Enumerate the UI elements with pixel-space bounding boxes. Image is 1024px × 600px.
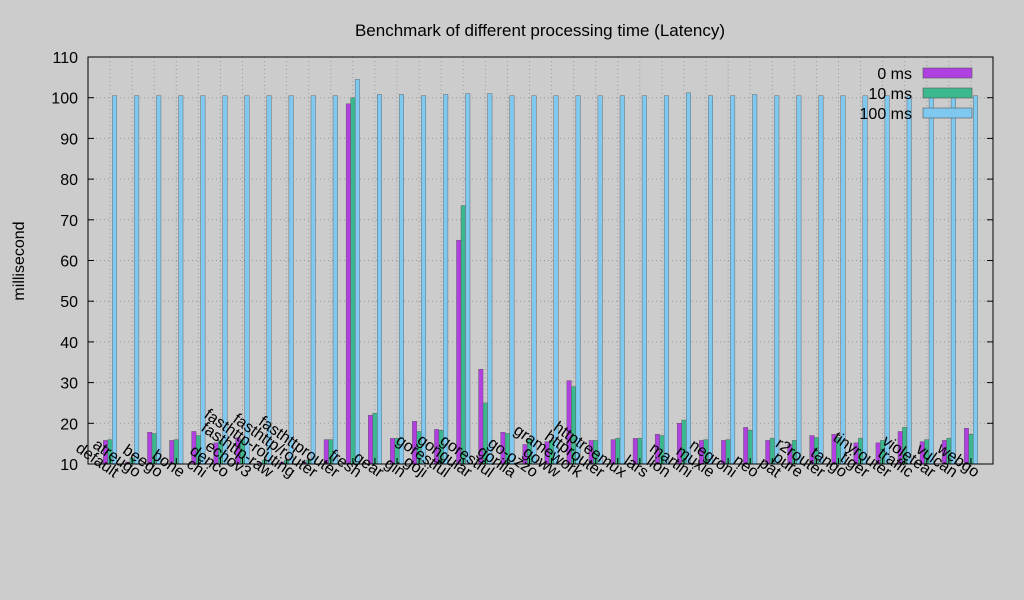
bar-0ms-16: [456, 239, 462, 465]
bar-100ms-34: [862, 95, 868, 465]
bar-10ms-12: [372, 412, 378, 465]
bar-100ms-38: [950, 95, 956, 465]
bar-100ms-35: [884, 95, 890, 465]
bar-100ms-22: [597, 95, 603, 465]
bar-100ms-15: [443, 94, 449, 465]
y-tick-label: 10: [60, 457, 78, 474]
bars: [103, 79, 978, 465]
bar-100ms-18: [509, 95, 515, 465]
bar-100ms-21: [575, 95, 581, 465]
bar-100ms-24: [641, 95, 647, 465]
bar-100ms-32: [818, 95, 824, 465]
bar-100ms-27: [708, 95, 713, 465]
legend-swatch: [922, 67, 973, 79]
bar-100ms-12: [377, 94, 382, 465]
bar-100ms-20: [553, 95, 559, 465]
bar-100ms-39: [972, 95, 978, 465]
bar-100ms-16: [465, 93, 471, 465]
legend-label: 0 ms: [877, 66, 912, 83]
bar-0ms-11: [345, 103, 351, 465]
bar-100ms-0: [112, 95, 118, 465]
bar-100ms-23: [619, 95, 625, 465]
legend-swatch: [922, 87, 973, 99]
legend-label: 10 ms: [868, 86, 912, 103]
y-tick-label: 90: [60, 131, 78, 148]
y-tick-label: 110: [52, 50, 78, 67]
y-tick-label: 70: [60, 213, 78, 230]
x-tick-labels: defaultatreugobeegobonechidencoechov3fas…: [72, 406, 982, 482]
bar-100ms-17: [487, 93, 493, 465]
y-tick-labels: 10 20 30 40 50 60 70 80 90 100 110: [51, 50, 993, 474]
bar-100ms-2: [156, 95, 162, 465]
bar-100ms-5: [222, 95, 228, 465]
y-tick-label: 40: [60, 335, 78, 352]
bar-100ms-30: [774, 95, 780, 465]
y-tick-label: 80: [60, 172, 78, 189]
bar-100ms-31: [796, 95, 802, 465]
bar-100ms-1: [134, 95, 140, 465]
grid-lines: [88, 57, 993, 464]
y-tick-label: 20: [60, 416, 78, 433]
bar-100ms-3: [178, 95, 184, 465]
bar-100ms-7: [266, 95, 272, 465]
bar-100ms-11: [354, 79, 360, 465]
bar-100ms-6: [244, 95, 250, 465]
chart-title: Benchmark of different processing time (…: [355, 21, 725, 40]
bar-100ms-4: [200, 95, 206, 465]
bar-100ms-8: [288, 95, 294, 465]
legend-swatch: [922, 107, 973, 119]
legend-label: 100 ms: [860, 106, 912, 123]
bar-100ms-9: [310, 95, 316, 465]
bar-100ms-25: [663, 95, 669, 465]
bar-100ms-33: [840, 95, 846, 465]
bar-100ms-13: [399, 94, 404, 465]
bar-10ms-11: [350, 97, 356, 465]
y-tick-label: 50: [60, 294, 78, 311]
bar-100ms-26: [686, 92, 691, 465]
bar-100ms-29: [752, 94, 758, 465]
y-tick-label: 30: [60, 376, 78, 393]
bar-100ms-10: [332, 95, 338, 465]
bar-100ms-19: [531, 95, 537, 465]
bar-10ms-16: [460, 205, 466, 465]
y-tick-label: 60: [60, 254, 78, 271]
bar-100ms-37: [928, 95, 934, 465]
y-axis-label: millisecond: [11, 221, 28, 300]
bar-100ms-36: [906, 95, 912, 465]
bar-100ms-14: [421, 95, 427, 465]
bar-100ms-28: [730, 95, 736, 465]
y-tick-label: 100: [51, 91, 78, 108]
legend: 0 ms 10 ms 100 ms: [860, 66, 973, 123]
